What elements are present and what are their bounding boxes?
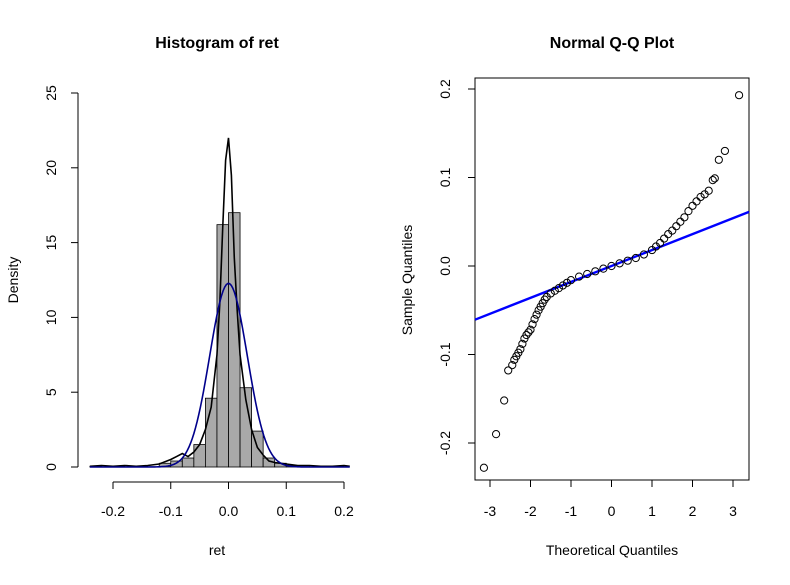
qq-reference-line [474,210,750,321]
histogram-bars [89,212,345,468]
qq-point [491,430,501,439]
qq-reference-line-group [474,210,750,321]
histogram-bar [181,457,195,468]
qq-y-tick-label: -0.1 [437,342,453,366]
qq-point [676,217,685,226]
qq-plot-x-axis: -3 -2 -1 0 1 2 3 [484,480,737,519]
qq-point [708,176,717,185]
qq-y-tick-label: 0.2 [437,79,453,99]
histogram-y-axis-label: Density [5,257,21,304]
qq-x-tick-label: 3 [729,503,737,519]
histogram-y-axis: 0 5 10 15 20 25 [43,85,79,471]
qq-plot-y-axis: -0.2 -0.1 0.0 0.1 0.2 [437,79,475,455]
qq-point [575,272,584,281]
histogram-x-tick-label: 0.0 [219,503,239,519]
histogram-x-tick-label: -0.1 [159,503,183,519]
qq-x-tick-label: -1 [565,503,578,519]
histogram-bar [170,460,183,468]
histogram-y-tick-label: 10 [43,309,59,325]
qq-point [684,207,693,216]
histogram-y-tick-label: 5 [43,388,59,396]
qq-point [656,238,665,248]
qq-point [479,463,489,472]
histogram-bar [228,212,241,468]
qq-x-tick-label: 2 [689,503,697,519]
qq-point [704,186,713,195]
qq-point [714,155,723,164]
qq-point [599,264,608,273]
histogram-x-tick-label: 0.1 [277,503,297,519]
qq-point [554,284,563,293]
histogram-title: Histogram of ret [155,35,279,52]
histogram-bar [216,224,229,468]
qq-point [546,289,555,298]
qq-point [516,345,525,354]
histogram-bar [193,444,206,468]
histogram-y-tick-label: 25 [43,85,59,101]
qq-point [710,174,719,183]
qq-point [688,201,697,210]
qq-point [524,328,533,337]
qq-point [550,286,559,295]
qq-point [615,259,624,268]
qq-point [508,361,517,370]
histogram-y-tick-label: 0 [43,463,59,471]
qq-point [692,197,701,206]
qq-point [583,269,592,279]
qq-y-tick-label: 0.0 [437,256,453,276]
qq-point [668,226,677,235]
histogram-x-axis-label: ret [209,542,225,558]
histogram-y-tick-label: 20 [43,160,59,176]
qq-point [639,250,649,259]
qq-points [479,91,744,472]
qq-point [518,339,527,348]
histogram-density-curves [89,137,350,468]
histogram-x-axis: -0.2 -0.1 0.0 0.1 0.2 [101,481,354,519]
qq-point [631,253,640,263]
normal-density-line [89,282,350,468]
qq-plot-title: Normal Q-Q Plot [550,35,675,52]
histogram-y-tick-label: 15 [43,235,59,251]
histogram-x-tick-label: -0.2 [101,503,125,519]
qq-point [528,320,537,329]
histogram-bar [251,430,264,468]
qq-x-tick-label: 0 [608,503,616,519]
qq-y-tick-label: -0.2 [437,431,453,455]
qq-point [566,276,576,285]
qq-point [660,234,669,243]
qq-point [607,261,616,271]
qq-point [540,295,549,304]
qq-point [532,310,541,319]
qq-plot-frame [474,77,750,481]
qq-point [680,213,689,222]
qq-point [734,91,744,100]
qq-point [696,192,705,202]
qq-x-tick-label: 1 [648,503,656,519]
qq-x-tick-label: -2 [524,503,537,519]
qq-point [623,256,632,265]
qq-point [562,278,572,287]
histogram-x-tick-label: 0.2 [334,503,354,519]
qq-point [530,315,539,324]
qq-x-tick-label: -3 [484,503,497,519]
qq-point [504,366,513,375]
qq-plot-y-axis-label: Sample Quantiles [399,225,415,336]
qq-y-tick-label: 0.1 [437,168,453,188]
qq-plot-x-axis-label: Theoretical Quantiles [546,542,678,558]
qq-point [591,267,600,276]
qq-point [720,146,730,156]
qq-point [558,281,568,290]
qq-point [500,396,509,405]
qq-point [672,222,681,231]
qq-point [522,330,531,340]
qq-point [526,325,535,334]
histogram-panel: Histogram of ret ret Density -0.2 -0.1 0.0… [5,35,354,558]
qq-plot-panel: Normal Q-Q Plot Theoretical Quantiles Sa… [399,35,750,558]
kernel-density-line [89,137,350,468]
